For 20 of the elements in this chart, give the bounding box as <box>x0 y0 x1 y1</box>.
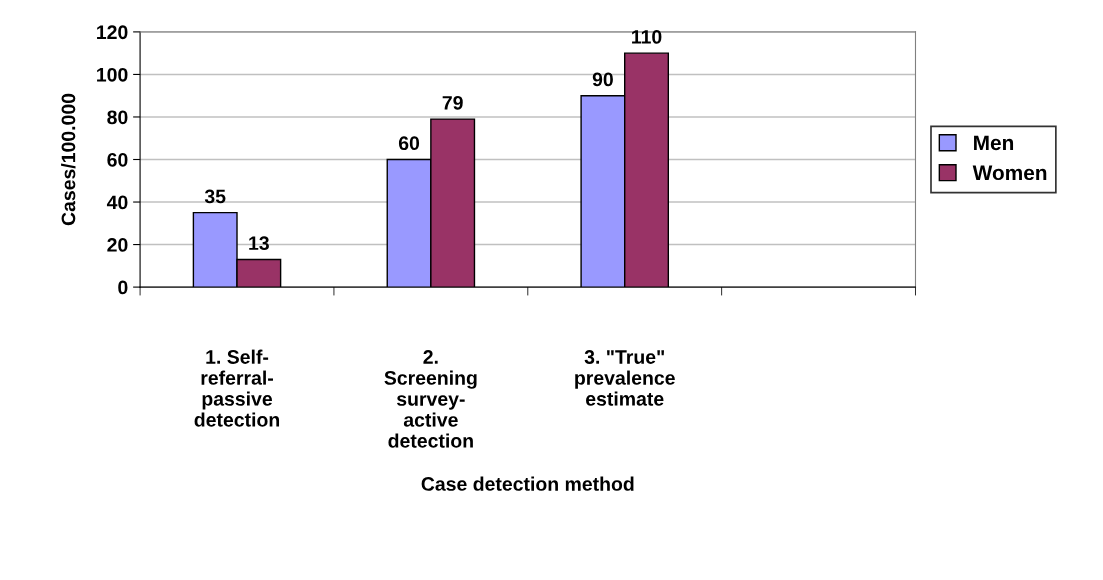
y-tick-label: 20 <box>107 238 128 252</box>
data-label: 35 <box>204 189 226 204</box>
y-tick-label: 80 <box>107 110 128 125</box>
legend-label: Women <box>972 165 1047 181</box>
y-tick-label: 120 <box>97 25 128 40</box>
legend-label: Men <box>974 135 1014 151</box>
data-label: 60 <box>398 136 420 151</box>
x-tick-label: 1. Self- referral- passive detection <box>194 349 280 427</box>
data-label: 90 <box>592 72 613 87</box>
data-label: 79 <box>442 95 463 110</box>
y-axis-title: Cases/100.000 <box>61 93 76 226</box>
x-tick-label: 2. Screening survey- active detection <box>384 350 477 448</box>
x-axis-title: Case detection method <box>421 476 634 491</box>
y-tick-label: 40 <box>106 195 128 210</box>
data-label: 110 <box>632 30 662 44</box>
data-label: 13 <box>249 236 269 251</box>
x-tick-label: 3. "True" prevalence estimate <box>575 350 675 406</box>
y-tick-label: 100 <box>97 67 128 82</box>
y-tick-label: 0 <box>118 280 128 295</box>
y-tick-label: 60 <box>107 152 128 167</box>
